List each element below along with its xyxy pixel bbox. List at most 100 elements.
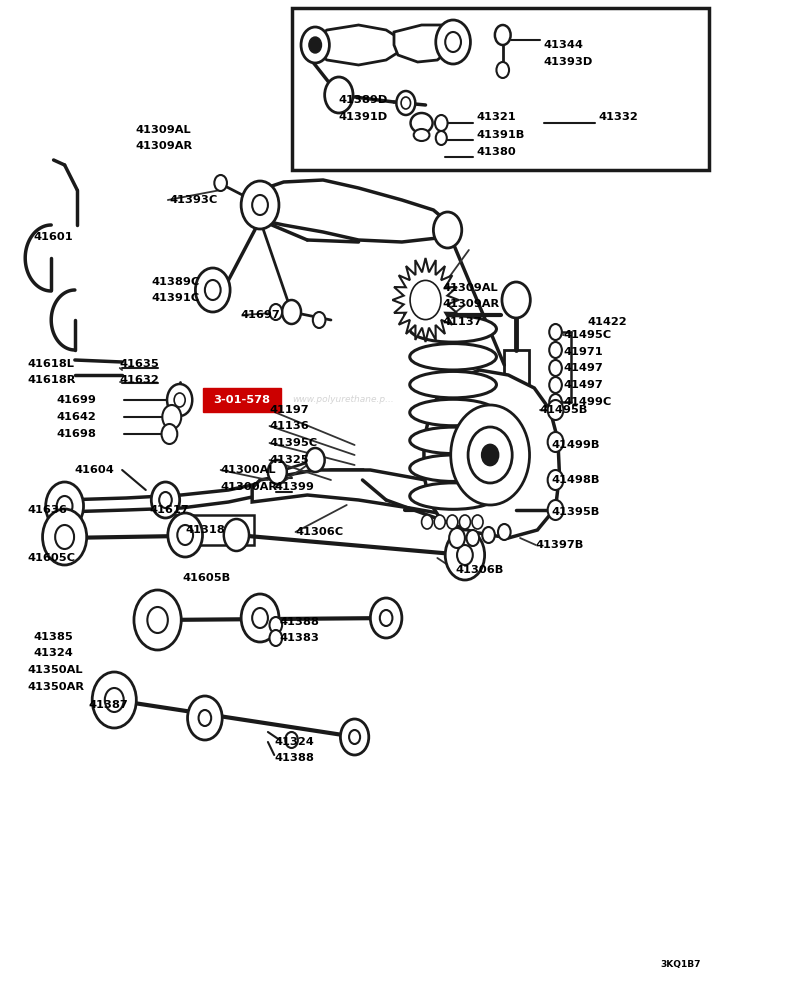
Circle shape [370,598,402,638]
Circle shape [55,525,74,549]
Circle shape [306,448,325,472]
Circle shape [57,496,72,516]
Ellipse shape [410,427,496,454]
Text: 41350AR: 41350AR [28,682,84,692]
Circle shape [549,324,562,340]
Text: 41383: 41383 [280,633,320,643]
Polygon shape [394,25,453,62]
Text: 41632: 41632 [120,375,159,385]
Circle shape [269,304,282,320]
Ellipse shape [410,371,496,398]
Circle shape [174,393,185,407]
Circle shape [46,482,84,530]
Circle shape [445,32,461,52]
Circle shape [214,175,227,191]
Text: 41388: 41388 [280,617,320,627]
Text: 41306B: 41306B [455,565,504,575]
Circle shape [313,312,325,328]
Circle shape [549,342,562,358]
Ellipse shape [410,483,496,509]
Text: 41385: 41385 [33,632,72,642]
Circle shape [433,212,462,248]
Circle shape [241,594,279,642]
Circle shape [436,131,447,145]
Circle shape [459,515,470,529]
Text: 41699: 41699 [57,395,97,405]
Circle shape [349,730,360,744]
Text: 41387: 41387 [88,700,128,710]
Circle shape [466,530,479,546]
Text: 41399: 41399 [274,482,314,492]
Circle shape [252,195,268,215]
Circle shape [451,405,530,505]
Text: 41388: 41388 [274,753,314,763]
Text: 41380: 41380 [477,147,516,157]
Circle shape [410,280,441,320]
Circle shape [548,500,563,520]
Polygon shape [311,25,402,65]
Text: 3KQ1B7: 3KQ1B7 [660,960,701,970]
Text: 41309AR: 41309AR [136,141,192,151]
Circle shape [472,515,483,529]
Bar [504,350,529,510]
Circle shape [435,115,448,131]
Text: 41332: 41332 [599,112,638,122]
Circle shape [269,630,282,646]
Circle shape [269,617,282,633]
Circle shape [241,181,279,229]
Circle shape [457,545,473,565]
Text: 41391B: 41391B [477,130,525,140]
Circle shape [498,524,511,540]
Text: 41350AL: 41350AL [28,665,83,675]
Text: 41306C: 41306C [296,527,344,537]
Ellipse shape [411,113,433,133]
Polygon shape [252,470,457,515]
Circle shape [549,377,562,393]
Text: 41697: 41697 [240,310,280,320]
Circle shape [188,696,222,740]
Text: 41604: 41604 [75,465,114,475]
Circle shape [285,732,298,748]
Polygon shape [252,180,448,242]
Text: 41389D: 41389D [339,95,388,105]
Circle shape [268,460,287,484]
Text: 41391C: 41391C [151,293,199,303]
Circle shape [482,527,495,543]
Text: 41393C: 41393C [169,195,217,205]
Circle shape [495,25,511,45]
Circle shape [309,37,322,53]
Circle shape [380,610,392,626]
Circle shape [496,62,509,78]
Circle shape [449,528,465,548]
Text: 41344: 41344 [544,40,584,50]
Text: 41136: 41136 [269,421,309,431]
Circle shape [325,77,353,113]
Text: 41698: 41698 [57,429,97,439]
Text: 41498B: 41498B [552,475,600,485]
Text: 41636: 41636 [28,505,68,515]
Circle shape [159,492,172,508]
Text: 3-01-578: 3-01-578 [214,395,270,405]
Ellipse shape [410,316,496,342]
Text: 41309AR: 41309AR [443,299,500,309]
Circle shape [301,27,329,63]
Text: 41395B: 41395B [552,507,600,517]
Circle shape [482,445,498,465]
Polygon shape [63,470,362,512]
Circle shape [549,394,562,410]
Text: 41495B: 41495B [540,405,588,415]
Text: 41497: 41497 [563,363,603,373]
Text: 41601: 41601 [33,232,72,242]
Circle shape [168,513,203,557]
Circle shape [434,515,445,529]
Circle shape [162,405,181,429]
Text: 41325: 41325 [269,455,309,465]
Circle shape [502,282,530,318]
Text: 41309AL: 41309AL [443,283,499,293]
Text: 41605C: 41605C [28,553,76,563]
Circle shape [447,515,458,529]
Text: 41642: 41642 [57,412,96,422]
Circle shape [195,268,230,312]
Text: 41197: 41197 [269,405,309,415]
Circle shape [205,280,221,300]
